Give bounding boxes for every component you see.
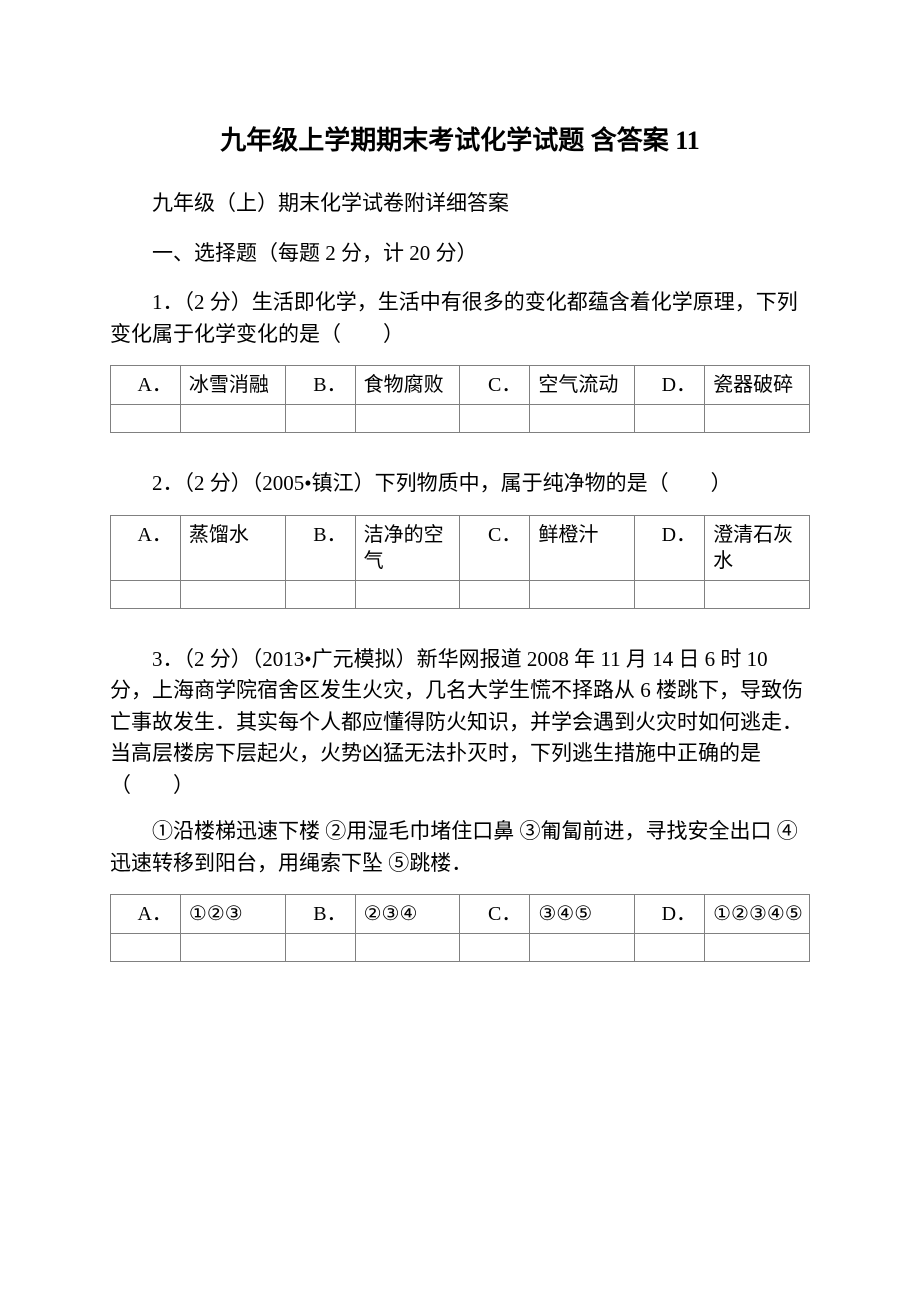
option-letter: B． [285,515,355,580]
option-text: ②③④ [355,895,460,934]
option-letter: D． [635,366,705,405]
option-letter: B． [285,895,355,934]
table-row [111,405,810,433]
option-letter: D． [635,895,705,934]
option-letter: A． [111,366,181,405]
option-text: 食物腐败 [355,366,460,405]
option-text: 瓷器破碎 [705,366,810,405]
question-3-options-table: A． ①②③ B． ②③④ C． ③④⑤ D． ①②③④⑤ [110,894,810,962]
table-row: A． 冰雪消融 B． 食物腐败 C． 空气流动 D． 瓷器破碎 [111,366,810,405]
table-row: A． 蒸馏水 B． 洁净的空气 C． 鲜橙汁 D． 澄清石灰水 [111,515,810,580]
question-3-text: 3．（2 分）（2013•广元模拟）新华网报道 2008 年 11 月 14 日… [110,644,810,802]
option-text: 蒸馏水 [180,515,285,580]
question-2-text: 2．（2 分）（2005•镇江）下列物质中，属于纯净物的是（ ） [110,468,810,500]
page-title: 九年级上学期期末考试化学试题 含答案 11 [110,120,810,157]
option-text: 鲜橙汁 [530,515,635,580]
question-1-options-table: A． 冰雪消融 B． 食物腐败 C． 空气流动 D． 瓷器破碎 [110,365,810,433]
option-letter: C． [460,895,530,934]
table-row [111,934,810,962]
question-2-options-table: A． 蒸馏水 B． 洁净的空气 C． 鲜橙汁 D． 澄清石灰水 [110,515,810,609]
subtitle: 九年级（上）期末化学试卷附详细答案 [110,187,810,217]
option-letter: D． [635,515,705,580]
option-letter: C． [460,366,530,405]
option-text: 洁净的空气 [355,515,460,580]
option-letter: C． [460,515,530,580]
table-row: A． ①②③ B． ②③④ C． ③④⑤ D． ①②③④⑤ [111,895,810,934]
option-letter: B． [285,366,355,405]
question-1-text: 1．（2 分）生活即化学，生活中有很多的变化都蕴含着化学原理，下列变化属于化学变… [110,287,810,350]
option-letter: A． [111,895,181,934]
option-text: 冰雪消融 [180,366,285,405]
option-text: ③④⑤ [530,895,635,934]
question-3-extra: ①沿楼梯迅速下楼 ②用湿毛巾堵住口鼻 ③匍匐前进，寻找安全出口 ④迅速转移到阳台… [110,816,810,879]
option-letter: A． [111,515,181,580]
option-text: 空气流动 [530,366,635,405]
option-text: 澄清石灰水 [705,515,810,580]
table-row [111,580,810,608]
option-text: ①②③④⑤ [705,895,810,934]
section-header: 一、选择题（每题 2 分，计 20 分） [110,237,810,267]
option-text: ①②③ [180,895,285,934]
